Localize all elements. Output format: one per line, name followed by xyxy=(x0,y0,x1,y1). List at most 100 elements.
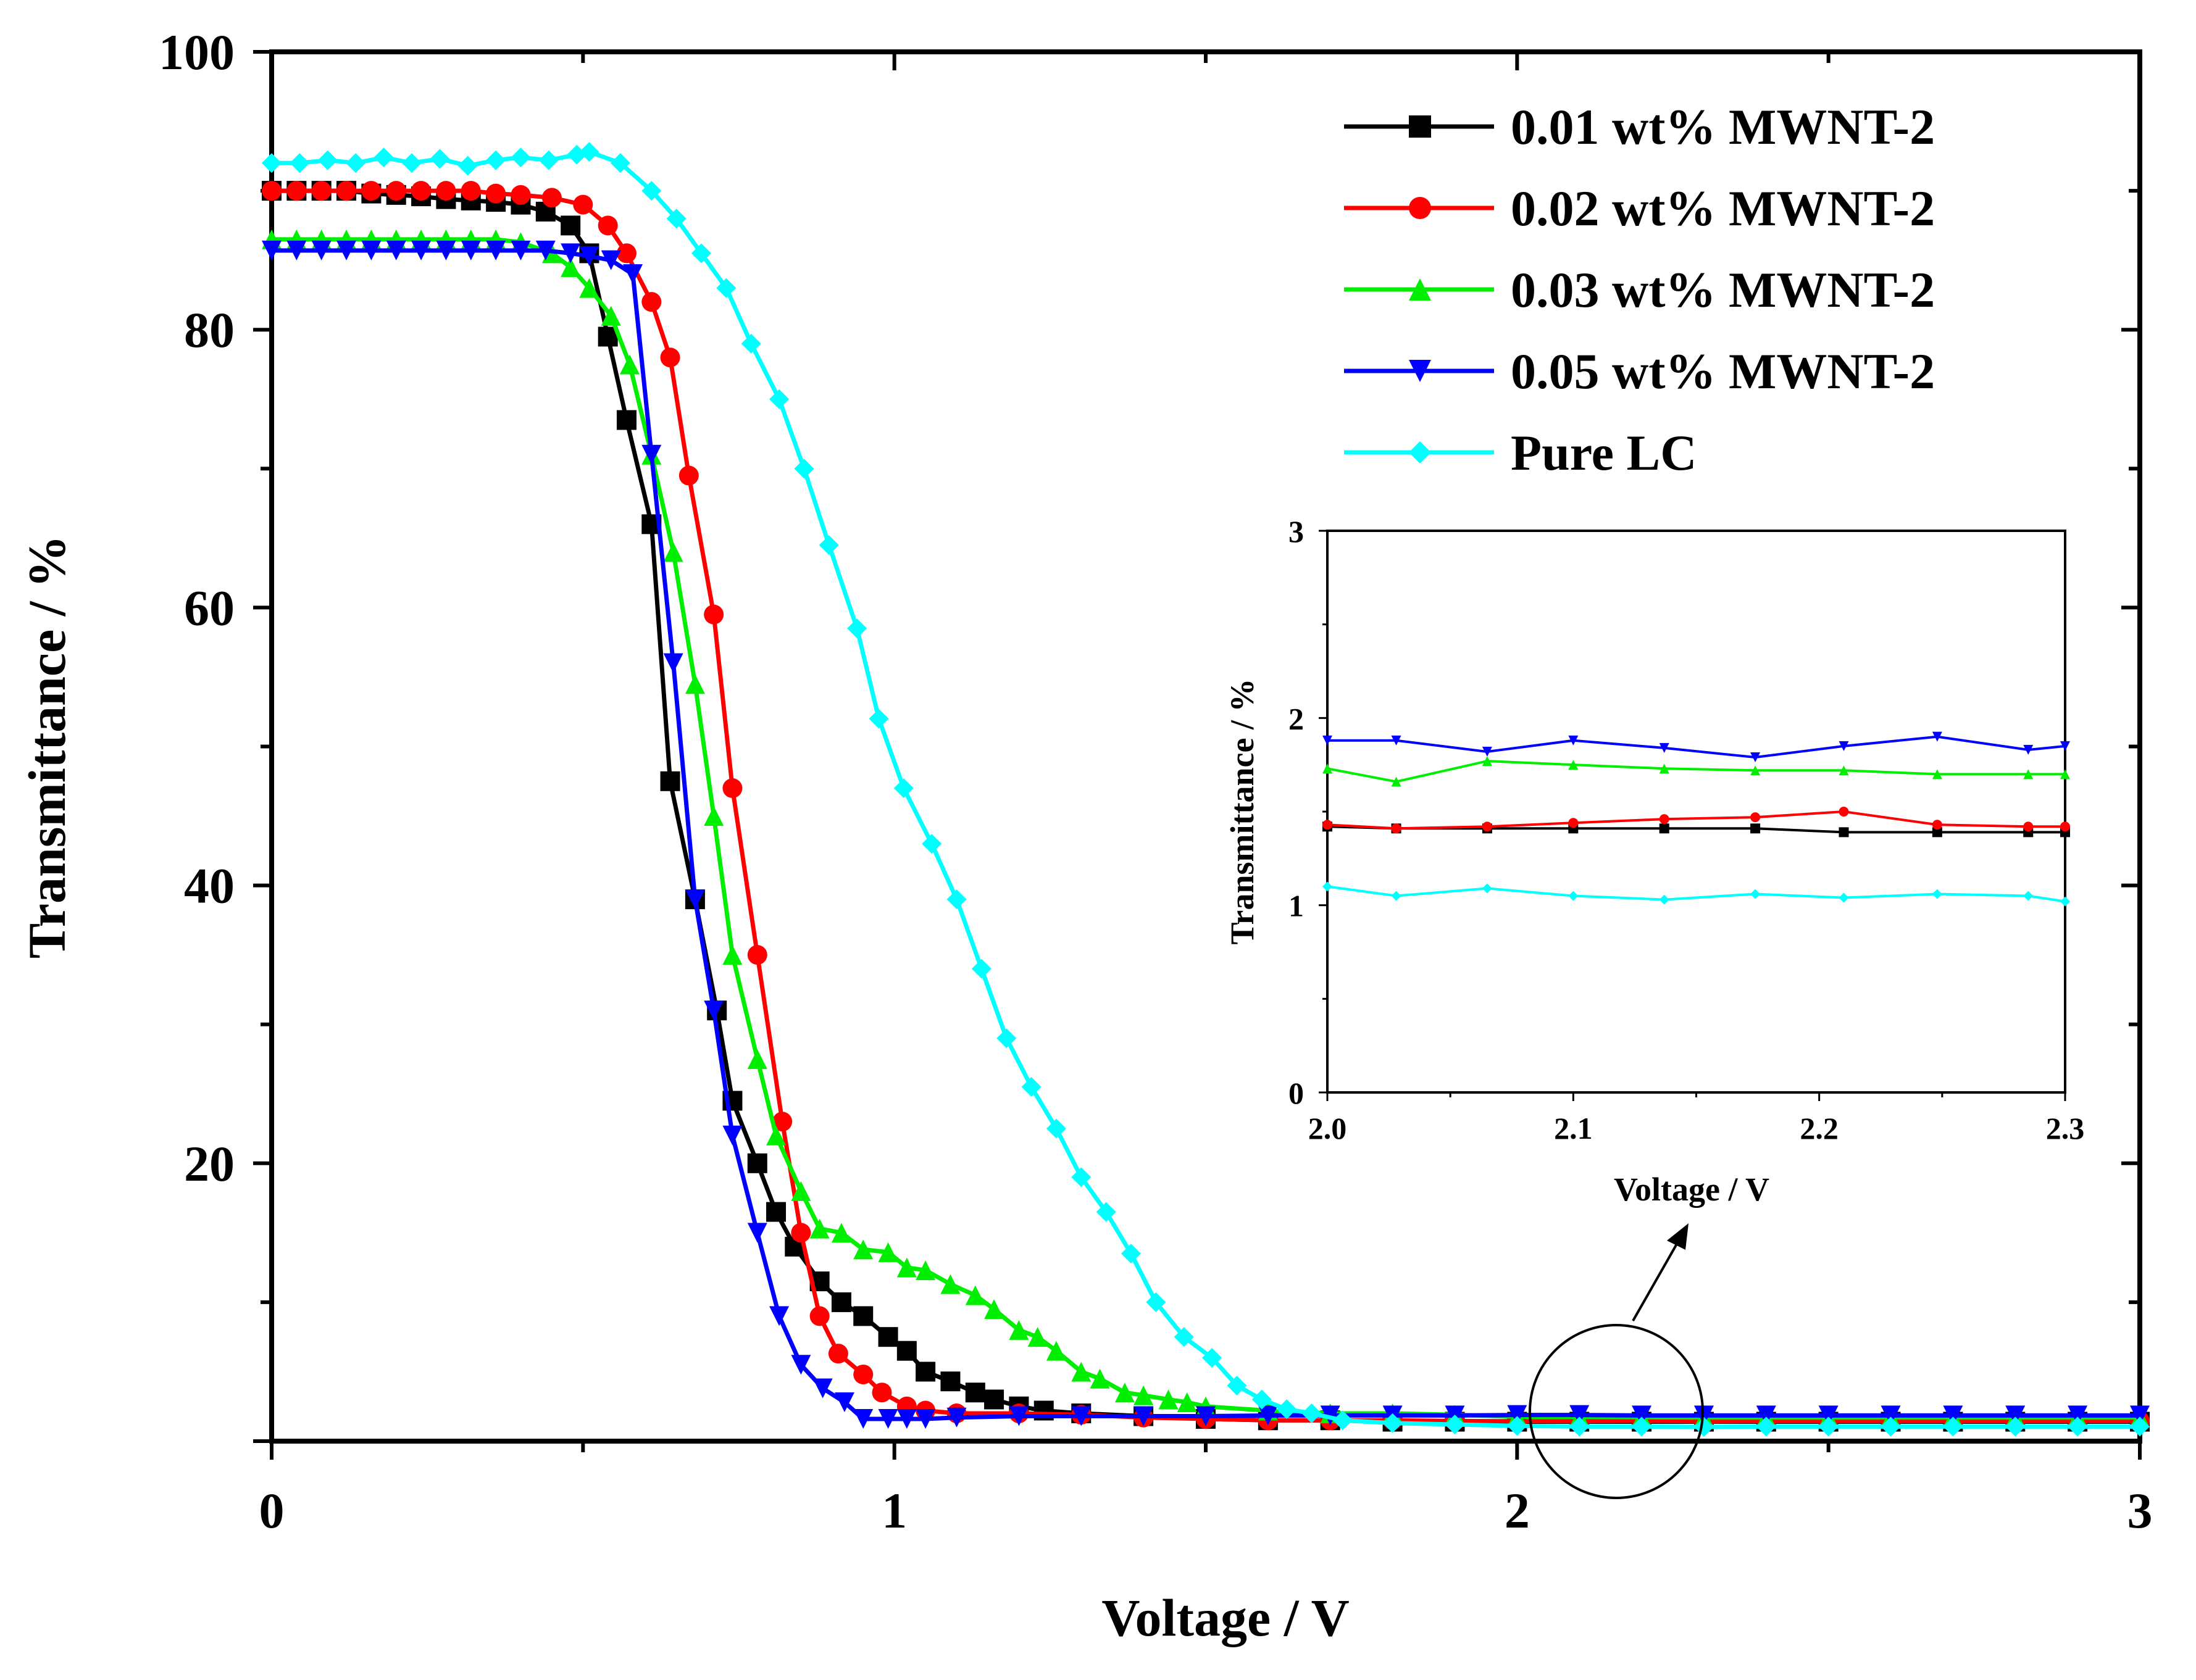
inset-data-point xyxy=(1839,827,1849,838)
data-point xyxy=(1251,1389,1272,1410)
data-point xyxy=(685,889,705,910)
data-point xyxy=(834,1392,854,1412)
legend: 0.01 wt% MWNT-2 0.02 wt% MWNT-2 0.03 wt% M… xyxy=(1344,99,1935,481)
data-point xyxy=(1196,1406,1216,1426)
inset-data-point xyxy=(1750,752,1761,763)
inset-series-line xyxy=(1327,810,2065,830)
data-point xyxy=(660,347,680,368)
x-tick-label: 0 xyxy=(259,1482,285,1539)
legend-label: 0.02 wt% MWNT-2 xyxy=(1511,180,1935,236)
inset-data-point xyxy=(1750,765,1761,776)
inset-x-tick-label: 2.0 xyxy=(1308,1111,1347,1146)
inset-axis-ticks: 2.0 2.1 2.2 2.3 0 1 2 3 xyxy=(1288,514,2084,1146)
inset-data-point xyxy=(1750,889,1761,899)
data-point xyxy=(561,243,581,264)
data-point xyxy=(1177,1392,1197,1412)
data-point xyxy=(511,240,531,260)
data-point xyxy=(374,148,394,168)
inset-data-point xyxy=(1932,731,1942,742)
data-point xyxy=(663,653,683,673)
inset-data-point xyxy=(1839,892,1849,903)
inset-data-point xyxy=(1568,735,1579,746)
inset-data-point xyxy=(1750,823,1761,834)
data-point xyxy=(610,153,630,173)
data-point xyxy=(791,1181,811,1201)
data-point xyxy=(791,1355,811,1375)
data-point xyxy=(965,1383,985,1403)
data-point xyxy=(1174,1327,1194,1347)
data-point xyxy=(996,1028,1017,1049)
data-point xyxy=(311,240,332,260)
main-series-layer xyxy=(262,142,2150,1437)
data-point xyxy=(1046,1118,1066,1139)
data-point xyxy=(1021,1076,1042,1097)
data-point xyxy=(262,153,282,173)
inset-data-point xyxy=(1659,823,1669,834)
data-point xyxy=(893,778,914,799)
data-point xyxy=(619,354,640,375)
data-point xyxy=(1009,1406,1029,1426)
data-point xyxy=(641,181,662,201)
inset-data-point xyxy=(1391,891,1401,901)
inset-data-point xyxy=(2060,821,2070,832)
data-point xyxy=(579,142,599,162)
data-point xyxy=(878,1242,898,1262)
inset-data-point xyxy=(1750,812,1761,823)
inset-data-point xyxy=(1482,756,1492,767)
data-point xyxy=(1445,1414,1465,1434)
legend-entry: Pure LC xyxy=(1344,425,1697,481)
legend-label: Pure LC xyxy=(1511,425,1697,481)
data-point xyxy=(1943,1416,1963,1437)
data-point xyxy=(1090,1368,1110,1389)
data-point xyxy=(896,1257,917,1278)
x-axis-title: Voltage / V xyxy=(1101,1588,1349,1647)
data-point xyxy=(573,194,593,215)
annotation-arrow-head xyxy=(1667,1223,1689,1250)
data-point xyxy=(896,1341,917,1361)
data-point xyxy=(361,240,382,260)
data-point xyxy=(1632,1416,1652,1437)
data-point xyxy=(940,1371,961,1392)
zoom-region-circle xyxy=(1529,1324,1704,1499)
inset-y-tick-label: 3 xyxy=(1288,514,1304,549)
data-point xyxy=(1146,1292,1166,1312)
data-point xyxy=(436,240,456,260)
inset-series-pure-lc xyxy=(1322,881,2070,907)
data-point xyxy=(747,1223,767,1243)
data-point xyxy=(1693,1405,1714,1426)
data-point xyxy=(262,240,282,260)
data-point xyxy=(1133,1385,1154,1405)
data-point xyxy=(1569,1416,1590,1437)
data-point xyxy=(436,181,456,201)
data-point xyxy=(747,1049,767,1069)
inset-data-point xyxy=(1932,820,1942,830)
y-tick-label: 80 xyxy=(184,302,235,358)
data-point xyxy=(1258,1405,1278,1426)
data-point xyxy=(1507,1405,1527,1425)
data-point xyxy=(411,240,432,260)
legend-entry: 0.02 wt% MWNT-2 xyxy=(1344,180,1935,236)
data-point xyxy=(561,257,581,277)
data-point xyxy=(486,150,506,170)
data-point xyxy=(2130,1405,2150,1426)
data-point xyxy=(486,240,506,260)
data-point xyxy=(311,181,332,201)
data-point xyxy=(769,389,790,409)
inset-y-tick-label: 2 xyxy=(1288,701,1304,736)
data-point xyxy=(430,149,450,169)
data-point xyxy=(922,834,942,854)
legend-marker xyxy=(1409,115,1431,138)
data-point xyxy=(346,153,366,173)
data-point xyxy=(601,250,621,270)
inset-series-line xyxy=(1327,885,2066,903)
inset-data-point xyxy=(1568,760,1579,770)
inset-data-point xyxy=(2023,821,2034,832)
data-point xyxy=(747,945,767,965)
data-point xyxy=(561,215,581,236)
data-point xyxy=(486,183,506,204)
data-point xyxy=(1071,1167,1092,1187)
inset-frame xyxy=(1326,530,2066,1094)
data-point xyxy=(1071,1362,1092,1382)
data-point xyxy=(2130,1416,2150,1437)
